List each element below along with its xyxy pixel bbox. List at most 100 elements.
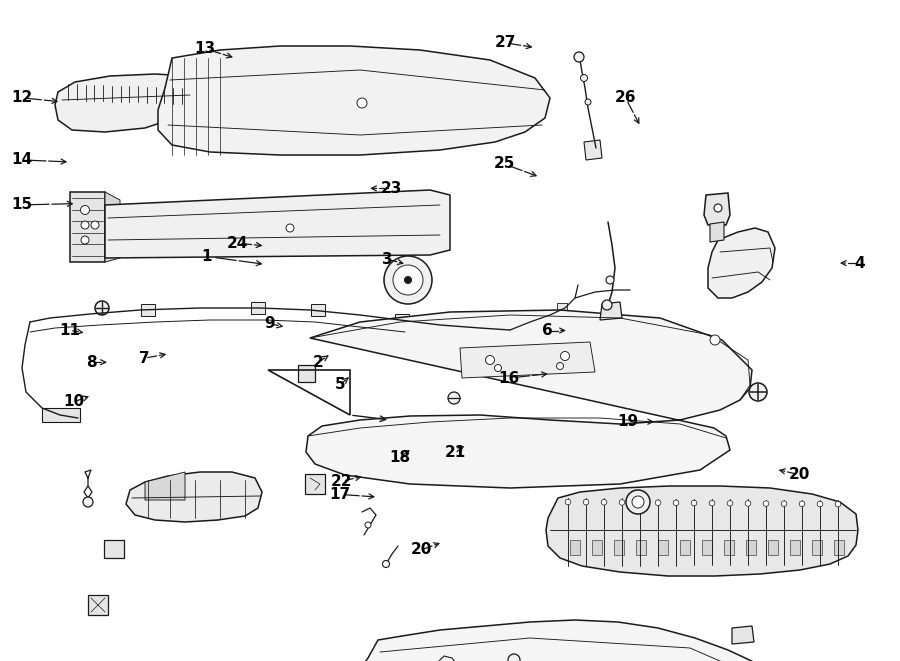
Polygon shape [311, 304, 325, 316]
Circle shape [749, 383, 767, 401]
Circle shape [691, 500, 697, 506]
Circle shape [384, 256, 432, 304]
Circle shape [574, 52, 584, 62]
Text: 12: 12 [11, 91, 32, 105]
Text: 1: 1 [202, 249, 212, 264]
Circle shape [357, 98, 367, 108]
Circle shape [637, 500, 643, 506]
Polygon shape [141, 304, 155, 316]
Text: 22: 22 [331, 474, 353, 488]
Text: 23: 23 [381, 181, 402, 196]
Polygon shape [732, 626, 754, 644]
Polygon shape [702, 540, 712, 555]
Polygon shape [704, 193, 730, 225]
Polygon shape [708, 228, 775, 298]
Circle shape [485, 356, 494, 364]
Polygon shape [306, 310, 752, 488]
Text: 10: 10 [63, 395, 85, 409]
Circle shape [91, 221, 99, 229]
Circle shape [655, 500, 661, 506]
Circle shape [561, 352, 570, 360]
Circle shape [745, 500, 751, 506]
Text: 9: 9 [265, 317, 275, 331]
Polygon shape [88, 595, 108, 615]
Polygon shape [557, 303, 567, 313]
Text: 19: 19 [617, 414, 639, 429]
Circle shape [727, 500, 733, 506]
Text: 24: 24 [227, 236, 248, 251]
Circle shape [673, 500, 679, 506]
Text: 21: 21 [445, 446, 466, 460]
Text: 14: 14 [11, 153, 32, 167]
Polygon shape [658, 540, 668, 555]
Text: 3: 3 [382, 252, 392, 266]
Circle shape [709, 500, 715, 506]
Text: 5: 5 [335, 377, 346, 392]
Polygon shape [584, 140, 602, 160]
Circle shape [835, 501, 841, 507]
Polygon shape [592, 540, 602, 555]
Polygon shape [70, 192, 105, 262]
Circle shape [365, 522, 371, 528]
Polygon shape [251, 302, 265, 314]
Polygon shape [834, 540, 844, 555]
Circle shape [404, 276, 412, 284]
Circle shape [494, 364, 501, 371]
Polygon shape [520, 318, 530, 328]
Circle shape [556, 362, 563, 369]
Circle shape [626, 490, 650, 514]
Text: 20: 20 [788, 467, 810, 482]
Circle shape [81, 221, 89, 229]
Circle shape [393, 265, 423, 295]
Polygon shape [724, 540, 734, 555]
Text: 4: 4 [854, 256, 865, 270]
Polygon shape [768, 540, 778, 555]
Polygon shape [105, 192, 120, 262]
Circle shape [565, 499, 571, 505]
Polygon shape [346, 620, 788, 661]
Polygon shape [570, 540, 580, 555]
Text: 18: 18 [389, 450, 410, 465]
Polygon shape [105, 190, 450, 258]
Text: 7: 7 [139, 351, 149, 366]
Text: 13: 13 [194, 42, 216, 56]
Text: 20: 20 [410, 543, 432, 557]
Polygon shape [395, 314, 409, 326]
Circle shape [583, 499, 589, 505]
Circle shape [382, 561, 390, 568]
Circle shape [781, 501, 787, 506]
Polygon shape [104, 540, 124, 558]
Polygon shape [298, 365, 315, 382]
Circle shape [632, 496, 644, 508]
Text: 6: 6 [542, 323, 553, 338]
Circle shape [606, 276, 614, 284]
Text: 11: 11 [59, 323, 81, 338]
Polygon shape [746, 540, 756, 555]
Polygon shape [546, 486, 858, 576]
Polygon shape [790, 540, 800, 555]
Polygon shape [42, 408, 80, 422]
Polygon shape [460, 342, 595, 378]
Text: 26: 26 [615, 91, 636, 105]
Polygon shape [614, 540, 624, 555]
Circle shape [580, 75, 588, 81]
Polygon shape [145, 472, 185, 500]
Circle shape [81, 236, 89, 244]
Circle shape [585, 99, 591, 105]
Circle shape [508, 654, 520, 661]
Text: 16: 16 [498, 371, 519, 385]
Text: 17: 17 [329, 487, 351, 502]
Circle shape [286, 224, 294, 232]
Text: 2: 2 [313, 355, 324, 369]
Circle shape [714, 204, 722, 212]
Polygon shape [812, 540, 822, 555]
Text: 15: 15 [11, 198, 32, 212]
Circle shape [763, 501, 769, 506]
Polygon shape [126, 472, 262, 522]
Polygon shape [600, 302, 622, 320]
Circle shape [80, 206, 89, 215]
Circle shape [95, 301, 109, 315]
Circle shape [83, 497, 93, 507]
Polygon shape [158, 46, 550, 155]
Circle shape [817, 501, 823, 507]
